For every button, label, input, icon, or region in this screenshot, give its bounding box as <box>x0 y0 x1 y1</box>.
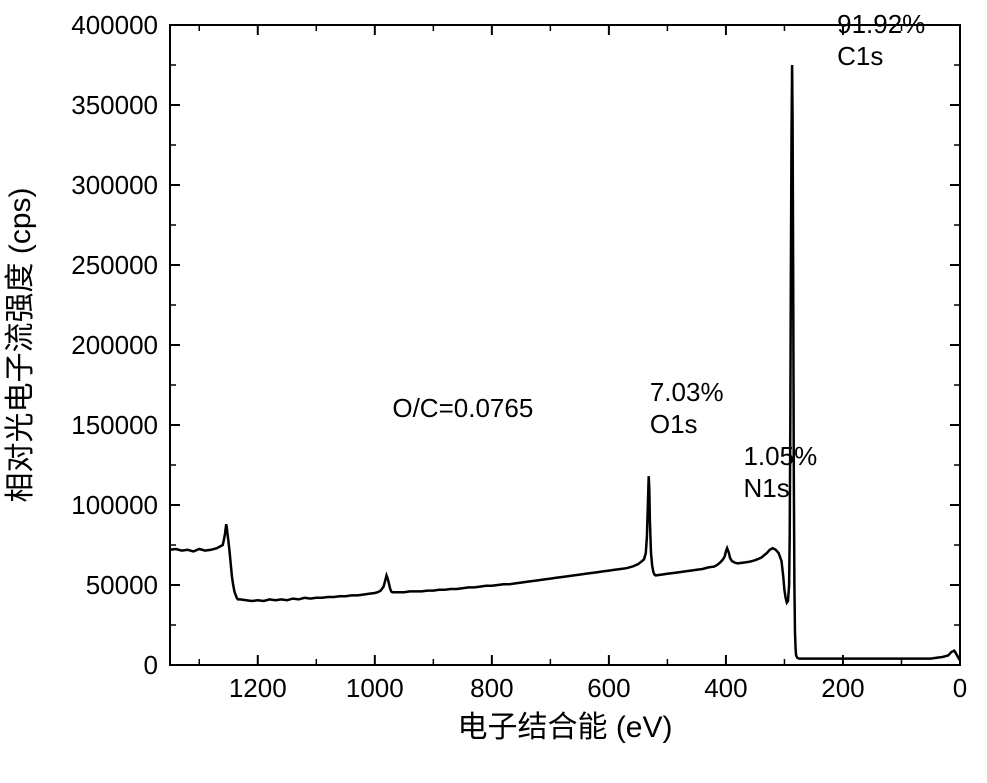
svg-text:800: 800 <box>470 673 513 703</box>
annotation-n1s-pct: 1.05% <box>743 441 817 471</box>
svg-text:600: 600 <box>587 673 630 703</box>
xps-spectrum-chart: 0 200 400 600 800 1000 1200 0 50000 100000 150000… <box>0 0 987 783</box>
annotation-c1s-label: C1s <box>837 41 883 71</box>
annotation-c1s-pct: 91.92% <box>837 9 925 39</box>
svg-text:200: 200 <box>821 673 864 703</box>
annotation-oc-ratio: O/C=0.0765 <box>392 393 533 423</box>
y-axis-ticks: 0 50000 100000 150000 200000 250000 300000 3500… <box>71 10 960 680</box>
y-axis-minor-ticks <box>170 65 960 625</box>
x-axis-minor-ticks <box>199 25 901 665</box>
spectrum-line <box>170 65 960 660</box>
chart-svg: 0 200 400 600 800 1000 1200 0 50000 100000 150000… <box>0 0 987 783</box>
svg-text:50000: 50000 <box>86 570 158 600</box>
svg-text:1200: 1200 <box>229 673 287 703</box>
svg-text:0: 0 <box>144 650 158 680</box>
x-axis-ticks: 0 200 400 600 800 1000 1200 <box>229 25 967 703</box>
svg-text:100000: 100000 <box>71 490 158 520</box>
svg-text:150000: 150000 <box>71 410 158 440</box>
svg-text:0: 0 <box>953 673 967 703</box>
svg-text:400: 400 <box>704 673 747 703</box>
y-axis-label: 相对光电子流强度 (cps) <box>4 188 37 503</box>
svg-text:400000: 400000 <box>71 10 158 40</box>
annotation-n1s-label: N1s <box>743 473 789 503</box>
svg-text:300000: 300000 <box>71 170 158 200</box>
annotation-o1s-label: O1s <box>650 409 698 439</box>
svg-text:1000: 1000 <box>346 673 404 703</box>
annotation-o1s-pct: 7.03% <box>650 377 724 407</box>
x-axis-label: 电子结合能 (eV) <box>457 711 672 744</box>
svg-text:250000: 250000 <box>71 250 158 280</box>
svg-text:350000: 350000 <box>71 90 158 120</box>
svg-text:200000: 200000 <box>71 330 158 360</box>
plot-frame <box>170 25 960 665</box>
